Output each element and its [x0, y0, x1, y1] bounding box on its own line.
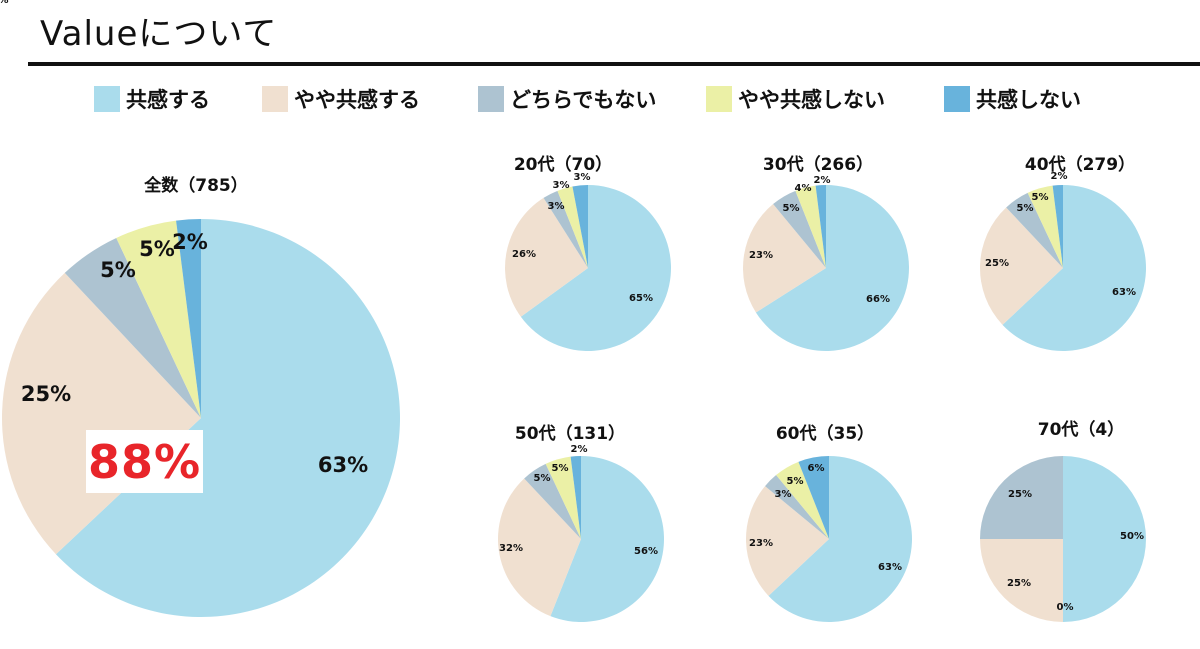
pie-slice-strongly-agree	[1002, 185, 1146, 351]
pie-slice-somewhat-agree	[743, 204, 826, 313]
slice-label: 25%	[985, 258, 1009, 269]
pie-slice-disagree	[1052, 185, 1063, 268]
slice-label: 50%	[1120, 531, 1144, 542]
slice-label: 2%	[571, 444, 588, 455]
slice-label: 5%	[552, 463, 569, 474]
pie-slice-strongly-agree	[520, 185, 671, 352]
legend-item-somewhat-agree: やや共感する	[262, 84, 420, 114]
legend-label: やや共感する	[294, 88, 420, 112]
legend-item-disagree: 共感しない	[944, 84, 1081, 114]
slice-label: 5%	[783, 203, 800, 214]
pie-slice-disagree	[572, 185, 588, 268]
slice-label: 5%	[534, 473, 551, 484]
slice-label: 23%	[749, 250, 773, 261]
pie-slice-somewhat-disagree	[776, 461, 829, 539]
pie-slice-neutral	[1006, 192, 1063, 268]
chart-title: 全数（785）	[143, 175, 248, 196]
slice-label: 32%	[499, 543, 523, 554]
slice-label: 3%	[574, 172, 591, 183]
pie-slice-somewhat-disagree	[557, 186, 588, 268]
pie-slice-neutral	[765, 475, 829, 539]
legend: 共感する やや共感する どちらでもない やや共感しない 共感しない	[0, 84, 1200, 114]
slice-label: 6%	[808, 463, 825, 474]
pie-slice-strongly-agree	[55, 219, 400, 617]
legend-label: 共感する	[126, 88, 210, 112]
slice-label: 5%	[139, 237, 175, 261]
slice-label: 63%	[878, 562, 902, 573]
pie-slice-somewhat-agree	[504, 197, 588, 317]
legend-label: やや共感しない	[738, 88, 885, 112]
legend-swatch	[944, 86, 970, 112]
slice-label: 65%	[629, 293, 653, 304]
pie-slice-somewhat-disagree	[116, 220, 201, 418]
pie-slice-strongly-agree	[768, 456, 912, 622]
pie-slice-somewhat-agree	[746, 486, 829, 596]
legend-swatch	[262, 86, 288, 112]
chart-title: 40代（279）	[1025, 154, 1135, 175]
pie-slice-neutral	[64, 237, 202, 418]
pie-slice-disagree	[176, 219, 201, 418]
page-title: Valueについて	[40, 14, 278, 54]
pie-slice-somewhat-agree	[980, 207, 1063, 325]
chart-title: 20代（70）	[514, 154, 612, 175]
slice-label: 26%	[512, 249, 536, 260]
slice-label: 3%	[548, 201, 565, 212]
slice-label: 63%	[318, 453, 368, 477]
pie-slice-disagree	[798, 456, 829, 539]
pie-slice-disagree	[815, 185, 826, 268]
pie-slice-somewhat-disagree	[1027, 185, 1063, 268]
legend-swatch	[706, 86, 732, 112]
slice-label: 0%	[0, 0, 8, 6]
legend-label: どちらでもない	[510, 88, 657, 112]
pie-slice-somewhat-disagree	[795, 185, 826, 268]
slice-label: 5%	[1032, 192, 1049, 203]
pie-slice-neutral	[980, 456, 1063, 539]
pie-slice-strongly-agree	[755, 185, 909, 352]
legend-swatch	[478, 86, 504, 112]
legend-item-strongly-agree: 共感する	[94, 84, 210, 114]
pie-slice-somewhat-disagree	[545, 456, 581, 539]
slice-label: 23%	[749, 538, 773, 549]
pie-slice-somewhat-agree	[2, 272, 202, 555]
slice-label: 25%	[1007, 578, 1031, 589]
pie-slice-neutral	[524, 463, 581, 539]
slice-label: 5%	[1017, 203, 1034, 214]
chart-title: 60代（35）	[776, 423, 874, 444]
pie-slice-strongly-agree	[550, 456, 664, 622]
legend-item-somewhat-disagree: やや共感しない	[706, 84, 885, 114]
pie-slice-disagree	[570, 456, 581, 539]
total-agree-callout: 88%	[86, 430, 203, 493]
legend-swatch	[94, 86, 120, 112]
pie-slice-somewhat-agree	[497, 478, 581, 617]
title-divider	[28, 62, 1200, 66]
slice-label: 66%	[866, 294, 890, 305]
slice-label: 2%	[1051, 171, 1068, 182]
slice-label: 25%	[21, 382, 71, 406]
slice-label: 25%	[1008, 489, 1032, 500]
pie-slice-somewhat-agree	[980, 539, 1063, 622]
chart-title: 30代（266）	[763, 154, 873, 175]
slice-label: 5%	[787, 476, 804, 487]
slice-label: 2%	[172, 230, 208, 254]
legend-label: 共感しない	[976, 88, 1081, 112]
slice-label: 5%	[100, 258, 136, 282]
chart-title: 70代（4）	[1038, 419, 1125, 440]
slice-label: 4%	[795, 183, 812, 194]
slice-label: 3%	[553, 180, 570, 191]
slice-label: 2%	[814, 175, 831, 186]
pie-slice-strongly-agree	[1063, 456, 1146, 622]
slice-label: 56%	[634, 546, 658, 557]
slice-label: 3%	[775, 489, 792, 500]
legend-item-neutral: どちらでもない	[478, 84, 656, 114]
pie-slice-neutral	[773, 190, 826, 268]
slice-label: 0%	[1057, 602, 1074, 613]
slice-label: 63%	[1112, 287, 1136, 298]
chart-title: 50代（131）	[515, 423, 625, 444]
pie-slice-neutral	[543, 190, 588, 268]
